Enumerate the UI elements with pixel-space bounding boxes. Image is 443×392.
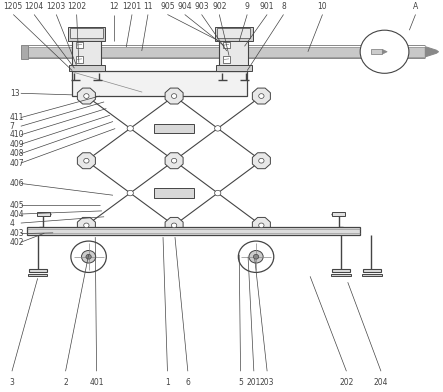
Text: A: A	[413, 2, 418, 11]
Text: 12: 12	[109, 2, 119, 11]
Circle shape	[84, 223, 89, 228]
Bar	[21, 45, 28, 59]
Bar	[69, 65, 105, 71]
Bar	[217, 28, 250, 38]
Text: 902: 902	[212, 2, 226, 11]
Text: 1204: 1204	[24, 2, 44, 11]
Bar	[363, 269, 381, 272]
Circle shape	[84, 94, 89, 98]
Text: 901: 901	[260, 2, 274, 11]
Text: 4: 4	[10, 219, 15, 227]
Circle shape	[238, 241, 274, 272]
Circle shape	[127, 191, 133, 196]
Circle shape	[171, 223, 177, 228]
Polygon shape	[382, 49, 387, 54]
Circle shape	[171, 94, 177, 98]
Circle shape	[84, 158, 89, 163]
Bar	[371, 49, 382, 54]
Text: 201: 201	[247, 378, 261, 387]
Text: 11: 11	[143, 2, 153, 11]
Text: 1202: 1202	[67, 2, 86, 11]
Text: 401: 401	[89, 378, 104, 387]
Bar	[332, 269, 350, 272]
Bar	[216, 65, 252, 71]
Polygon shape	[78, 153, 95, 169]
Text: 13: 13	[10, 89, 19, 98]
Text: 6: 6	[185, 378, 190, 387]
Circle shape	[214, 125, 221, 131]
Text: 9: 9	[245, 2, 250, 11]
Bar	[215, 27, 253, 41]
Bar	[28, 274, 47, 276]
Bar	[223, 56, 230, 63]
Bar	[76, 42, 83, 48]
Bar	[29, 269, 47, 272]
Polygon shape	[253, 153, 270, 169]
Text: 408: 408	[10, 149, 24, 158]
Bar	[331, 274, 351, 276]
Text: 407: 407	[10, 159, 24, 167]
Circle shape	[360, 30, 409, 73]
Text: 405: 405	[10, 201, 24, 209]
Polygon shape	[78, 218, 95, 233]
Text: 1201: 1201	[122, 2, 142, 11]
Text: 905: 905	[160, 2, 175, 11]
Text: 403: 403	[10, 229, 24, 238]
Polygon shape	[165, 218, 183, 233]
Polygon shape	[165, 153, 183, 169]
Circle shape	[82, 250, 96, 263]
Circle shape	[214, 191, 221, 196]
Circle shape	[249, 250, 263, 263]
Bar	[27, 227, 360, 235]
Polygon shape	[253, 88, 270, 104]
Text: 411: 411	[10, 113, 24, 122]
Bar	[27, 47, 425, 57]
Bar	[37, 212, 50, 216]
Bar	[72, 71, 247, 96]
Bar	[68, 27, 105, 41]
Circle shape	[253, 254, 259, 259]
Bar	[70, 28, 103, 38]
Text: 409: 409	[10, 140, 24, 149]
Text: 5: 5	[238, 378, 243, 387]
Bar	[76, 56, 83, 63]
Circle shape	[86, 254, 91, 259]
Bar	[362, 274, 382, 276]
Text: 7: 7	[10, 122, 15, 131]
Text: 10: 10	[318, 2, 327, 11]
Text: 410: 410	[10, 131, 24, 139]
Text: 8: 8	[281, 2, 286, 11]
Text: 1205: 1205	[4, 2, 23, 11]
Polygon shape	[165, 88, 183, 104]
Text: 904: 904	[177, 2, 192, 11]
Circle shape	[127, 125, 133, 131]
Text: 203: 203	[260, 378, 274, 387]
Text: 1: 1	[165, 378, 170, 387]
Bar	[219, 33, 248, 71]
Text: 2: 2	[63, 378, 68, 387]
Polygon shape	[78, 88, 95, 104]
Text: 406: 406	[10, 179, 24, 188]
Text: 202: 202	[339, 378, 354, 387]
Bar	[154, 189, 194, 198]
Circle shape	[259, 223, 264, 228]
Polygon shape	[425, 47, 439, 57]
Text: 404: 404	[10, 210, 24, 218]
Circle shape	[259, 158, 264, 163]
Bar	[332, 212, 345, 216]
Circle shape	[259, 94, 264, 98]
Bar	[72, 33, 101, 71]
Text: 1203: 1203	[47, 2, 66, 11]
Circle shape	[171, 158, 177, 163]
Circle shape	[71, 241, 106, 272]
Text: 903: 903	[194, 2, 209, 11]
Text: 3: 3	[9, 378, 15, 387]
Polygon shape	[253, 218, 270, 233]
Text: 402: 402	[10, 238, 24, 247]
Text: 204: 204	[374, 378, 388, 387]
Bar	[154, 124, 194, 133]
Bar	[223, 42, 230, 48]
